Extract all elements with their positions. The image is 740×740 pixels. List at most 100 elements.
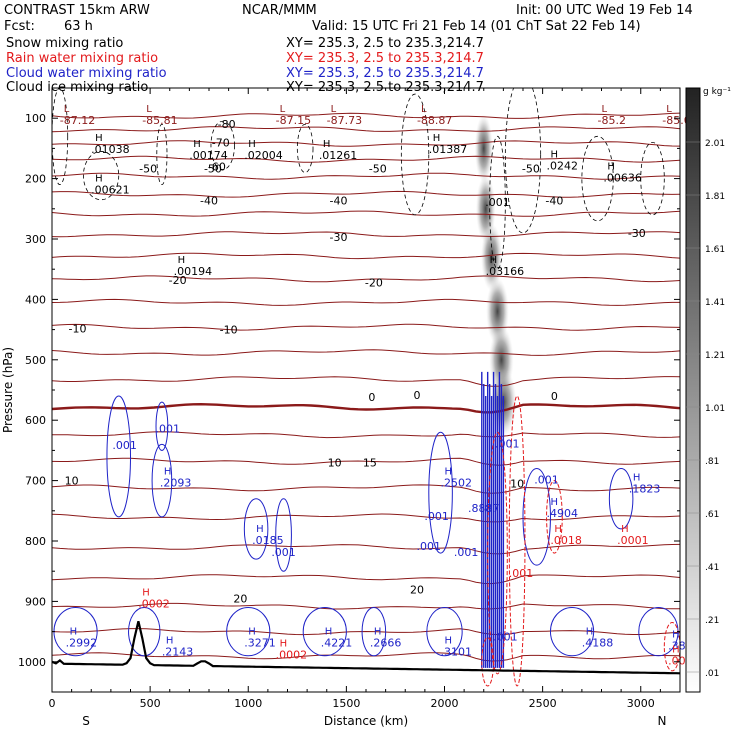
temperature-contour-label: 10 [328,456,342,469]
x-tick-label: 2500 [529,697,557,710]
extremum-marker: H [95,174,103,185]
rain-contour [481,637,495,687]
extremum-value: .01038 [91,143,130,156]
extremum-value: -87.73 [327,114,362,127]
y-tick-label: 900 [25,595,46,608]
cloud-water-contour [426,606,463,657]
field-cloudwater-name: Cloud water mixing ratio [6,66,167,81]
extremum-marker: H [256,524,264,535]
isotherm-line [52,602,680,610]
cloud-water-contour [361,606,387,657]
extremum-marker: H [433,133,441,144]
extremum-value: .4221 [321,637,353,650]
temperature-contour-label: -80 [218,118,236,131]
cloud-contour-label: .8887 [468,502,500,515]
cloud-water-contour [275,498,292,572]
temperature-contours [52,112,680,662]
x-tick-label: 0 [49,697,56,710]
init-label: Init: 00 UTC Wed 19 Feb 14 [516,3,693,18]
valid-label: Valid: 15 UTC Fri 21 Feb 14 (01 ChT Sat … [312,19,641,34]
extremum-marker: H [193,139,201,150]
extremum-value: .4904 [546,507,578,520]
extremum-marker: H [178,255,186,266]
cloud-contour-label: .001 [509,567,534,580]
temperature-contour-label: -50 [204,162,222,175]
colorbar-label: 2.01 [705,139,725,149]
isotherm-line [52,323,680,331]
isotherm-line [52,628,680,636]
extremum-marker: L [64,104,70,115]
extremum-value: .00174 [189,149,228,162]
extremum-marker: L [280,104,286,115]
cloud-water-contour [549,606,595,657]
cloud-contour-label: .001 [156,422,181,435]
extremum-value: .4188 [582,637,614,650]
extremum-value: -87.15 [276,114,311,127]
cloud-water-contour [608,468,634,530]
cloud-contour-label: .001 [417,540,442,553]
cloud-ice-contour [156,123,168,186]
x-tick-label: 500 [140,697,161,710]
colorbar-label: 1.21 [705,351,725,361]
cloud-ice-contour [296,123,314,173]
x-tick-label: 1500 [332,697,360,710]
cloud-ice-contour [581,135,614,222]
extremum-value: .3271 [244,637,276,650]
extremum-marker: H [672,630,680,641]
x-tick-label: 2000 [431,697,459,710]
extremum-value: .00636 [603,172,642,185]
extremum-marker: H [490,255,498,266]
temperature-contour-label: 0 [551,390,558,403]
isotherm-line [52,543,680,555]
rain-contour [487,431,508,675]
temperature-contour-label: -30 [628,227,646,240]
isotherm-line [52,155,680,163]
extremum-value: -87.12 [60,114,95,127]
temperature-contour-label: 15 [363,456,377,469]
isotherm-line [52,652,680,662]
temperature-contour-label: -50 [522,162,540,175]
extremum-value: .0001 [617,534,649,547]
extremum-value: .0002 [276,649,308,662]
temperature-contour-label: -40 [545,194,563,207]
extremum-value: .01387 [429,143,468,156]
y-tick-label: 100 [25,112,46,125]
extremum-marker: H [633,473,641,484]
isotherm-line [52,275,680,283]
extremum-value: -85.81 [142,114,177,127]
colorbar: g kg⁻¹ 2.01 1.81 1.61 1.41 1.21 1.01 .81 .61 .41… [685,87,731,693]
extremum-marker: H [142,587,150,598]
extremum-marker: H [95,133,103,144]
extremum-marker: H [164,467,172,478]
extremum-value: .00621 [91,184,130,197]
extremum-value: .02004 [244,149,283,162]
extremum-value: .03166 [486,265,525,278]
extremum-value: .3101 [441,646,473,659]
temperature-contour-label: 10 [65,475,79,488]
y-axis-label: Pressure (hPa) [1,347,15,433]
extremum-marker: H [280,639,288,650]
extremum-marker: H [166,636,174,647]
x-end-label-north: N [658,714,667,728]
cloud-contour-label: .001 [271,546,296,559]
cloud-water-contour [226,606,271,657]
extremum-value: -85.2 [598,114,626,127]
fcst-label: Fcst: [4,19,35,34]
x-axis-label: Distance (km) [324,714,408,728]
extremum-value: .2093 [160,477,192,490]
colorbar-label: 1.61 [705,245,725,255]
cloud-water-contour [151,443,173,518]
isotherm-line [52,349,680,356]
colorbar-label: .21 [705,616,719,626]
extremum-value: .2666 [370,637,402,650]
cloud-water-contour [522,468,551,566]
cloud-water-contour [128,606,161,657]
extremum-marker: H [586,627,594,638]
temperature-contour-label: -50 [139,162,157,175]
extremum-marker: H [554,524,562,535]
colorbar-label: 1.81 [705,192,725,202]
cloud-water-contour [302,606,347,657]
isotherm-line [52,574,680,585]
extremum-marker: H [70,627,78,638]
temperature-contour-label: 0 [368,391,375,404]
